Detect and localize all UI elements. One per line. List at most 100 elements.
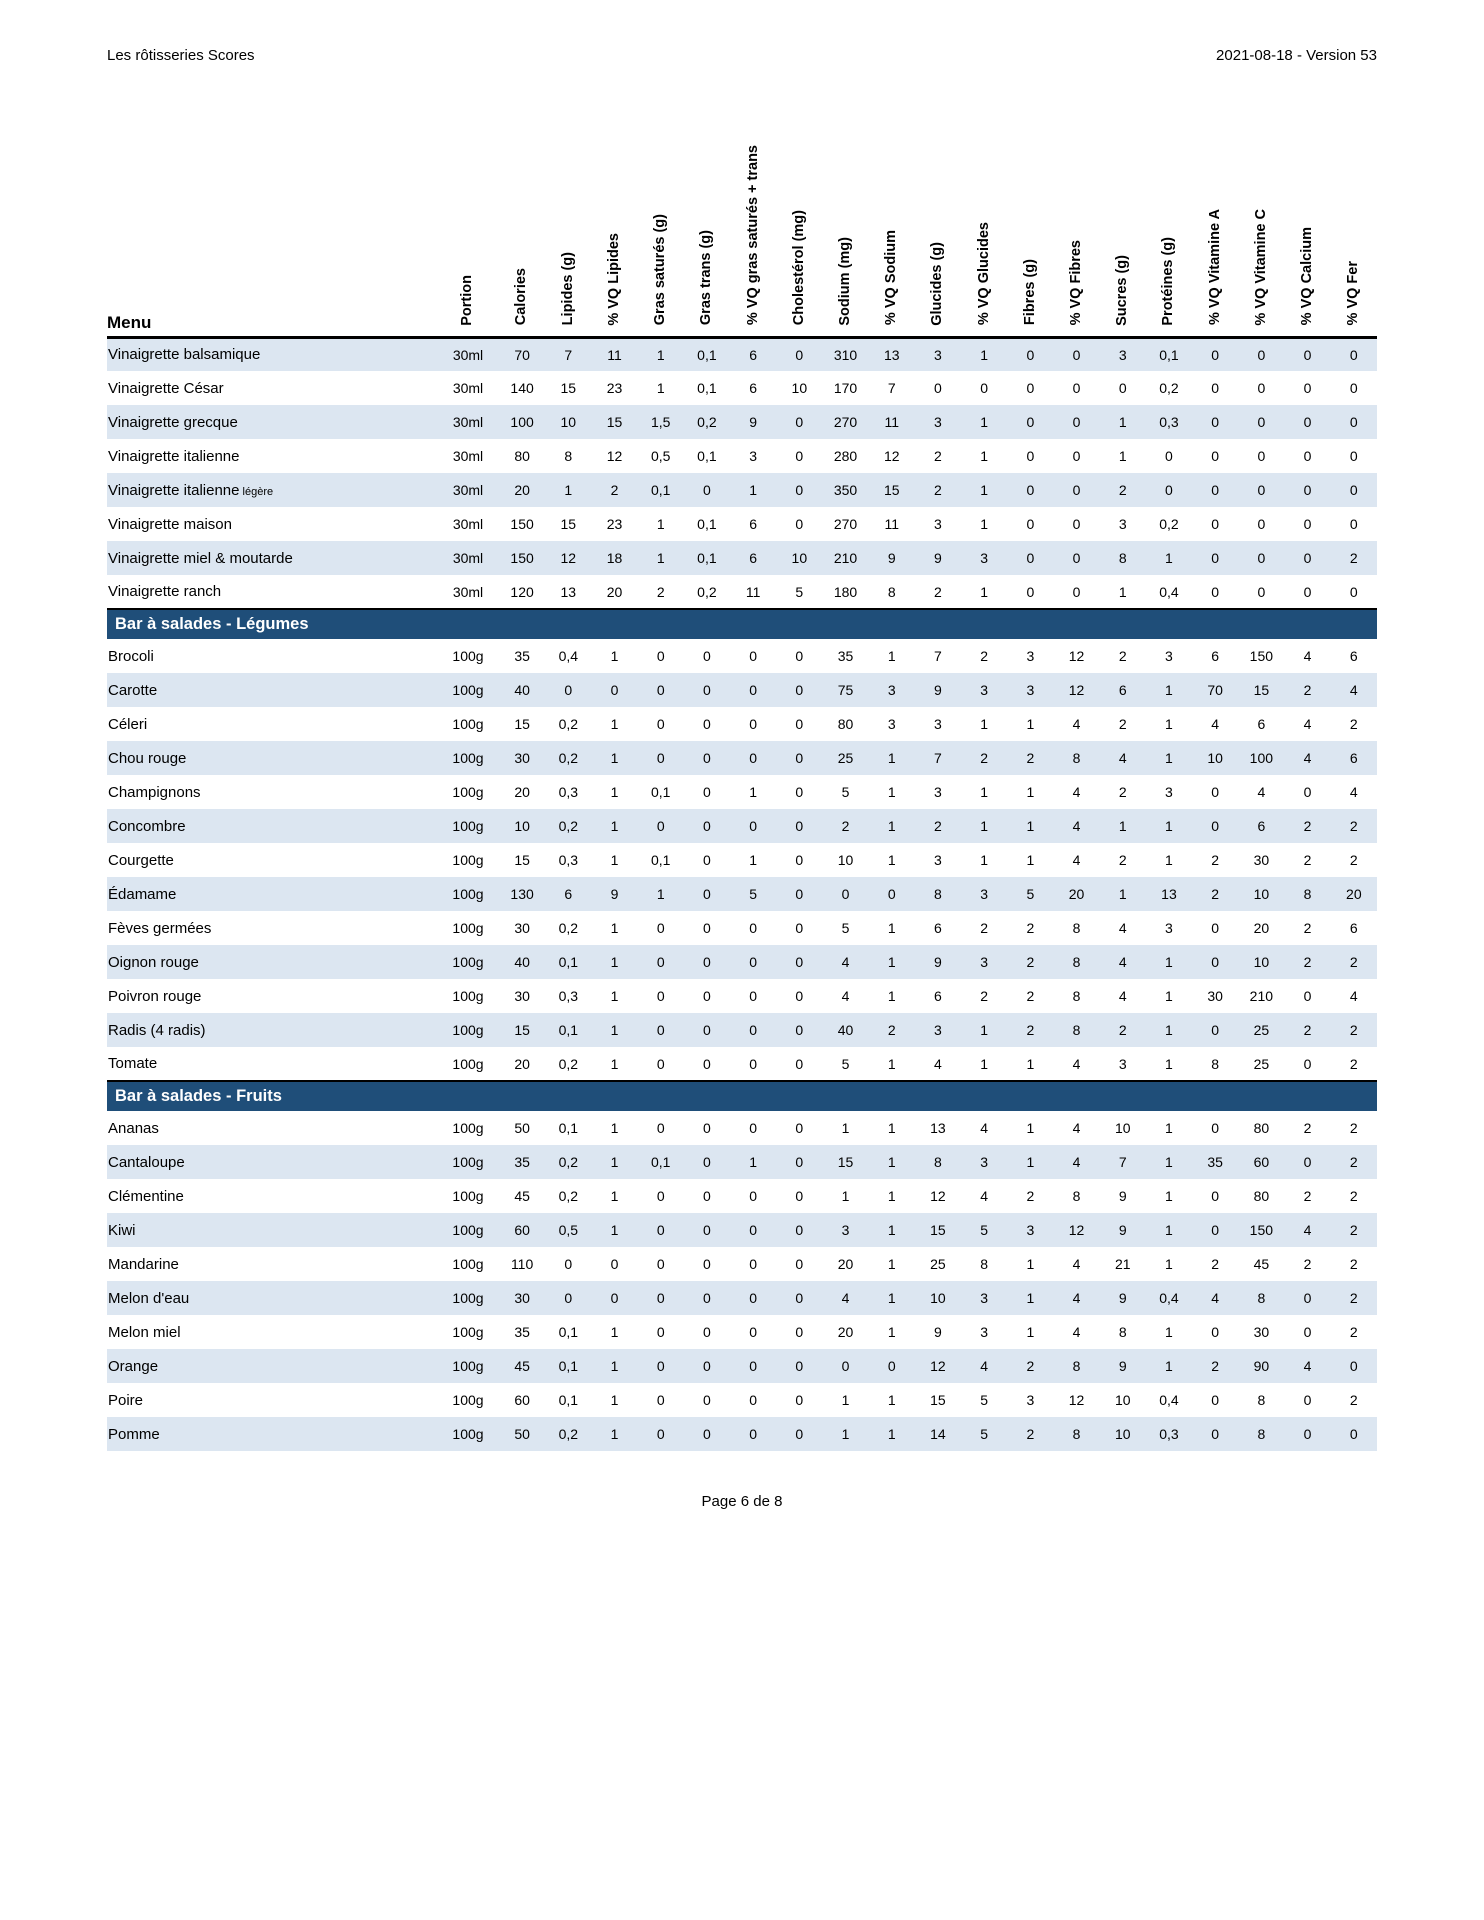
nutrition-value: 80	[1253, 1120, 1270, 1136]
nutrition-value: 30	[499, 741, 546, 775]
menu-item-name: Clémentine	[108, 1187, 184, 1205]
nutrition-value: 0	[1303, 1324, 1312, 1340]
table-row: Cantaloupe 100g 35 0,2 1 0,1 0 1 0 15 1 8 3 1 4 7 1 35 60 0…	[107, 1145, 1377, 1179]
table-row: Kiwi 100g 60 0,5 1 0 0 0 0 3 1 15 5 3 12 9 1 0 150 4 2	[107, 1213, 1377, 1247]
nutrition-value: 3	[961, 541, 1008, 575]
nutrition-value: 1	[1026, 1256, 1035, 1272]
nutrition-value: 1	[1007, 1281, 1054, 1315]
column-header: % VQ Vitamine C	[1238, 124, 1285, 339]
nutrition-value: 1	[1118, 583, 1127, 600]
nutrition-value: 6	[934, 920, 942, 936]
column-header-label: % VQ Sodium	[883, 230, 900, 326]
nutrition-value: 10	[1114, 1392, 1131, 1408]
nutrition-value: 12	[1068, 1392, 1085, 1408]
nutrition-value: 3	[1007, 1213, 1054, 1247]
nutrition-value: 1	[591, 1213, 638, 1247]
nutrition-value: 3	[914, 337, 962, 371]
nutrition-value: 1	[841, 1188, 850, 1204]
nutrition-value: 12	[914, 1349, 962, 1383]
menu-item-name: Ananas	[108, 1119, 159, 1137]
nutrition-value: 0	[1257, 583, 1266, 600]
nutrition-value: 1	[961, 1013, 1008, 1047]
nutrition-value: 3	[1118, 1055, 1127, 1072]
menu-item-name: Concombre	[107, 809, 437, 843]
nutrition-value: 0	[703, 1120, 711, 1136]
nutrition-value: 2	[914, 809, 962, 843]
table-row: Clémentine 100g 45 0,2 1 0 0 0 0 1 1 12 4 2 8 9 1 0 80 2 2	[107, 1179, 1377, 1213]
nutrition-value: 1	[1165, 1256, 1173, 1272]
nutrition-value: 9	[730, 405, 777, 439]
table-row: Brocoli 100g 35 0,4 1 0 0 0 0 35 1 7 2 3 12 2 3 6 150 4 6	[107, 639, 1377, 673]
nutrition-value: 100g	[452, 920, 484, 936]
table-row: Vinaigrette italienne 30ml 80 8 12 0,5 0,1 3 0 28…	[107, 439, 1377, 473]
nutrition-value: 270	[822, 405, 869, 439]
nutrition-value: 1	[1165, 1188, 1173, 1204]
nutrition-value: 150	[1238, 1213, 1285, 1247]
nutrition-value: 15	[822, 1145, 869, 1179]
nutrition-value: 0	[1192, 945, 1239, 979]
nutrition-value: 0	[730, 1349, 777, 1383]
nutrition-value: 3	[934, 716, 942, 732]
nutrition-value: 8	[1238, 1417, 1285, 1451]
nutrition-value: 1	[887, 852, 896, 868]
nutrition-value: 1	[610, 1120, 619, 1136]
nutrition-value: 0	[795, 1392, 804, 1408]
nutrition-value: 0	[776, 877, 823, 911]
nutrition-value: 0	[1211, 1324, 1220, 1340]
nutrition-value: 2	[656, 583, 665, 600]
nutrition-value: 15	[930, 1392, 946, 1408]
nutrition-value: 14	[914, 1417, 962, 1451]
nutrition-value: 1	[1145, 1349, 1193, 1383]
column-header: Gras saturés (g)	[637, 124, 684, 339]
nutrition-value: 1	[637, 877, 684, 911]
nutrition-value: 4	[822, 1281, 869, 1315]
nutrition-value: 1	[1026, 1055, 1035, 1072]
nutrition-value: 4	[1053, 809, 1100, 843]
menu-item-name: Vinaigrette grecque	[107, 405, 437, 439]
nutrition-value: 0	[1303, 583, 1312, 600]
nutrition-value: 1	[730, 1145, 777, 1179]
nutrition-value: 100g	[437, 1013, 499, 1047]
nutrition-value: 2	[1099, 1013, 1146, 1047]
nutrition-value: 0	[1165, 448, 1173, 464]
nutrition-value: 0	[776, 1417, 823, 1451]
nutrition-value: 0	[703, 1324, 711, 1340]
nutrition-value: 1	[610, 852, 619, 868]
nutrition-value: 0	[749, 988, 758, 1004]
nutrition-value: 2	[1118, 648, 1127, 664]
section-header-row: Bar à salades - Fruits	[107, 1080, 1377, 1111]
table-header-row: Menu Portion Calories Lipides (g) % VQ Lipi…	[107, 124, 1377, 339]
nutrition-value: 9	[914, 673, 962, 707]
nutrition-value: 0,1	[650, 784, 671, 800]
nutrition-value: 1	[1026, 716, 1035, 732]
nutrition-value: 100g	[437, 1145, 499, 1179]
column-header-label: Calories	[513, 268, 530, 326]
nutrition-value: 3	[934, 852, 942, 868]
nutrition-value: 0	[637, 741, 684, 775]
table-row: Radis (4 radis) 100g 15 0,1 1 0 0 0 0 40 2 3 1 2 8 2 1 0 2…	[107, 1013, 1377, 1047]
nutrition-value: 1	[730, 473, 777, 507]
nutrition-value: 1	[868, 1213, 915, 1247]
nutrition-value: 9	[934, 1324, 942, 1340]
nutrition-value: 12	[930, 1188, 946, 1204]
nutrition-value: 3	[934, 784, 942, 800]
nutrition-value: 2	[1007, 1013, 1054, 1047]
nutrition-value: 7	[887, 380, 896, 396]
nutrition-value: 0	[822, 1349, 869, 1383]
nutrition-value: 3	[749, 448, 758, 464]
nutrition-value: 30ml	[452, 380, 484, 396]
column-header-label: % VQ Vitamine C	[1252, 208, 1269, 326]
nutrition-value: 0,2	[545, 809, 592, 843]
nutrition-value: 0	[1145, 473, 1193, 507]
nutrition-value: 270	[833, 516, 858, 532]
nutrition-value: 9	[591, 877, 638, 911]
nutrition-value: 6	[1099, 673, 1146, 707]
nutrition-value: 0	[637, 673, 684, 707]
menu-item-name: Fèves germées	[108, 919, 212, 937]
nutrition-value: 9	[1099, 1349, 1146, 1383]
nutrition-value: 0	[776, 337, 823, 371]
nutrition-value: 4	[961, 1349, 1008, 1383]
nutrition-value: 4	[1303, 716, 1312, 732]
nutrition-value: 2	[1330, 1013, 1377, 1047]
nutrition-value: 0	[683, 741, 731, 775]
